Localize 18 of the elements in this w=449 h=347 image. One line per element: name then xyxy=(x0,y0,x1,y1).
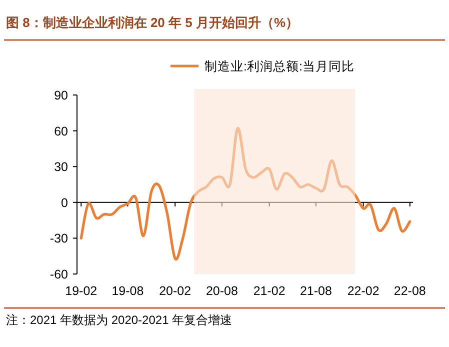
legend: 制造业:利润总额:当月同比 xyxy=(170,60,354,74)
x-tick-label: 21-08 xyxy=(300,284,332,298)
x-tick-label: 22-02 xyxy=(347,284,380,298)
x-tick-label: 20-08 xyxy=(206,284,238,298)
x-tick-label: 20-02 xyxy=(159,284,192,298)
x-tick-label: 21-02 xyxy=(253,284,286,298)
y-tick-label: -30 xyxy=(50,232,68,246)
x-tick-label: 19-02 xyxy=(65,284,98,298)
x-tick-label: 19-08 xyxy=(112,284,144,298)
chart-title: 图 8：制造业企业利润在 20 年 5 月开始回升（%） xyxy=(6,15,299,30)
x-tick-label: 22-08 xyxy=(394,284,426,298)
text: 注：2021 年数据为 2020-2021 年复合增速 xyxy=(6,313,232,327)
y-tick-label: 90 xyxy=(54,88,68,102)
y-tick-label: -60 xyxy=(50,268,68,282)
y-tick-label: 0 xyxy=(61,196,68,210)
y-tick-label: 60 xyxy=(54,124,68,138)
legend-label: 制造业:利润总额:当月同比 xyxy=(204,60,354,74)
y-tick-label: 30 xyxy=(54,160,68,174)
